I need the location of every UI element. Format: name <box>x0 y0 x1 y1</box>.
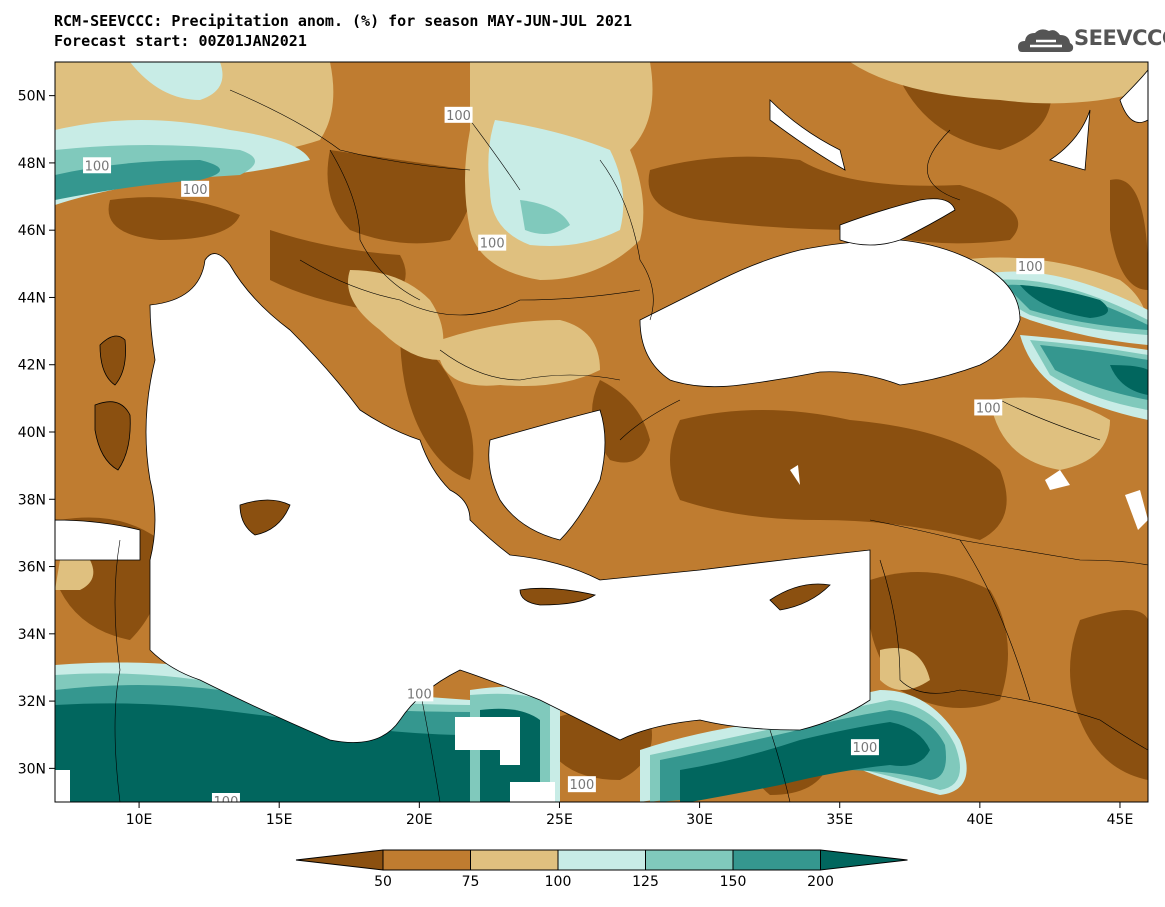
contour-labels: 100 100 100 100 100 100 100 100 100 100 <box>83 106 1045 810</box>
lat-tick-label: 46N <box>18 223 46 239</box>
contour-label-box <box>567 776 596 793</box>
contour-label-box <box>444 106 473 123</box>
lat-tick-label: 40N <box>18 425 46 441</box>
colorbar-segment <box>382 849 471 871</box>
lat-tick-label: 42N <box>18 358 46 374</box>
colorbar-segment <box>470 849 559 871</box>
lon-tick-label: 20E <box>406 812 433 828</box>
colorbar-label: 75 <box>462 874 480 890</box>
lat-tick-label: 36N <box>18 560 46 576</box>
colorbar-label: 50 <box>374 874 392 890</box>
seas <box>55 69 1148 802</box>
contour-label-box <box>405 685 434 702</box>
longitude-ticks: 10E 15E 20E 25E 30E 35E 40E 45E <box>126 802 1134 828</box>
forecast-start: Forecast start: 00Z01JAN2021 <box>54 32 307 50</box>
colorbar-segment <box>295 849 384 871</box>
lon-tick-label: 35E <box>826 812 853 828</box>
contour-label: 100 <box>569 778 594 793</box>
contour-label: 100 <box>853 741 878 756</box>
islands <box>94 335 831 611</box>
logo-text: SEEVCCC <box>1074 26 1165 50</box>
contour-label-box <box>850 739 879 756</box>
colorbar-segment <box>645 849 734 871</box>
lon-tick-label: 40E <box>967 812 994 828</box>
map-fields: 100 100 100 100 100 100 100 100 100 100 <box>55 62 1148 810</box>
contour-label: 100 <box>1018 260 1043 275</box>
colorbar-segment <box>820 849 908 871</box>
colorbar-segment <box>732 849 821 871</box>
lat-tick-label: 38N <box>18 492 46 508</box>
cloud-icon <box>1018 29 1074 52</box>
chart-title: RCM-SEEVCCC: Precipitation anom. (%) for… <box>54 12 632 30</box>
lat-tick-label: 44N <box>18 290 46 306</box>
lon-tick-label: 15E <box>266 812 293 828</box>
colorbar-label: 150 <box>720 874 747 890</box>
contour-label-box <box>974 399 1003 416</box>
lon-tick-label: 30E <box>686 812 713 828</box>
borders <box>114 89 1148 802</box>
lat-tick-label: 32N <box>18 694 46 710</box>
contour-label: 100 <box>183 183 208 198</box>
contour-label-box <box>83 157 112 174</box>
colorbar-segment <box>557 849 646 871</box>
colorbar-label: 100 <box>545 874 572 890</box>
contour-label: 100 <box>407 687 432 702</box>
contour-label: 100 <box>446 109 471 124</box>
lat-tick-label: 30N <box>18 761 46 777</box>
lat-tick-label: 50N <box>18 89 46 105</box>
lat-tick-label: 48N <box>18 156 46 172</box>
colorbar-label: 125 <box>632 874 659 890</box>
lon-tick-label: 25E <box>546 812 573 828</box>
lon-tick-label: 45E <box>1107 812 1134 828</box>
colorbar-label: 200 <box>807 874 834 890</box>
contour-label: 100 <box>85 159 110 174</box>
lat-tick-label: 34N <box>18 627 46 643</box>
contour-label: 100 <box>976 401 1001 416</box>
contour-label-box <box>181 180 210 197</box>
lon-tick-label: 10E <box>126 812 153 828</box>
colorbar: 50 75 100 125 150 200 <box>295 849 908 890</box>
contour-label: 100 <box>480 237 505 252</box>
contour-label-box <box>478 234 507 251</box>
contour-label-box <box>1016 258 1045 275</box>
latitude-ticks: 50N 48N 46N 44N 42N 40N 38N 36N 34N 32N 30N <box>18 89 55 777</box>
contour-label-box <box>211 793 240 802</box>
contour-label: 100 <box>214 795 239 810</box>
